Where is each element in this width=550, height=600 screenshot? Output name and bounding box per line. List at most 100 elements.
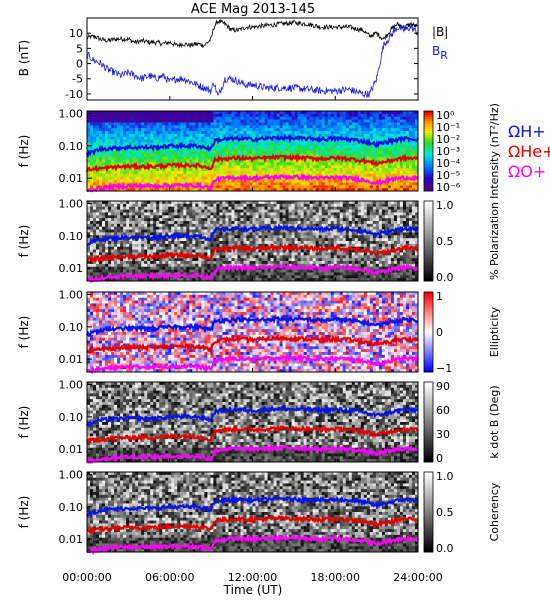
heatmap-cell <box>147 148 151 152</box>
heatmap-cell <box>111 179 115 183</box>
heatmap-cell <box>387 182 392 186</box>
heatmap-cell <box>159 203 163 208</box>
heatmap-cell <box>174 209 178 213</box>
heatmap-cell <box>255 131 259 135</box>
heatmap-cell <box>300 131 304 135</box>
heatmap-cell <box>222 162 226 166</box>
heatmap-cell <box>372 179 377 183</box>
heatmap-cell <box>378 159 383 163</box>
heatmap-cell <box>357 173 362 178</box>
heatmap-cell <box>354 185 359 189</box>
heatmap-cell <box>390 122 395 126</box>
heatmap-cell <box>198 173 202 178</box>
heatmap-cell <box>150 153 154 158</box>
heatmap-cell <box>201 128 205 132</box>
heatmap-cell <box>285 185 289 189</box>
heatmap-cell <box>165 173 169 178</box>
heatmap-cell <box>162 159 166 163</box>
heatmap-cell <box>147 125 151 129</box>
heatmap-cell <box>126 223 130 228</box>
heatmap-cell <box>276 182 280 186</box>
heatmap-cell <box>273 272 277 276</box>
heatmap-cell <box>198 263 202 268</box>
heatmap-cell <box>150 111 154 115</box>
heatmap-cell <box>360 133 365 138</box>
heatmap-cell <box>93 142 97 146</box>
heatmap-cell <box>93 133 97 138</box>
heatmap-cell <box>147 176 151 180</box>
heatmap-cell <box>243 128 247 132</box>
heatmap-cell <box>300 125 304 129</box>
heatmap-cell <box>213 232 217 236</box>
heatmap-cell <box>285 119 289 123</box>
heatmap-cell <box>240 122 244 126</box>
heatmap-cell <box>99 133 103 138</box>
heatmap-cell <box>183 151 187 155</box>
heatmap-cell <box>366 188 371 192</box>
heatmap-cell <box>366 136 371 140</box>
heatmap-cell <box>306 188 310 192</box>
heatmap-cell <box>144 261 148 265</box>
heatmap-cell <box>351 133 356 138</box>
heatmap-cell <box>294 119 298 123</box>
heatmap-cell <box>171 116 175 120</box>
heatmap-cell <box>201 131 205 135</box>
heatmap-cell <box>408 151 413 155</box>
heatmap-cell <box>381 173 386 178</box>
heatmap-cell <box>90 182 94 186</box>
heatmap-cell <box>132 133 136 138</box>
heatmap-cell <box>363 156 368 160</box>
heatmap-cell <box>177 223 181 228</box>
heatmap-cell <box>336 125 341 129</box>
heatmap-cell <box>246 263 250 268</box>
heatmap-cell <box>402 179 407 183</box>
heatmap-cell <box>321 113 326 118</box>
heatmap-cell <box>210 278 214 282</box>
heatmap-cell <box>402 185 407 189</box>
heatmap-cell <box>258 173 262 178</box>
heatmap-cell <box>132 278 136 282</box>
heatmap-cell <box>153 122 157 126</box>
heatmap-cell <box>234 173 238 178</box>
heatmap-cell <box>372 116 377 120</box>
heatmap-cell <box>327 113 332 118</box>
heatmap-cell <box>183 209 187 213</box>
heatmap-cell <box>114 252 118 256</box>
heatmap-cell <box>264 151 268 155</box>
heatmap-cell <box>312 125 316 129</box>
heatmap-cell <box>369 156 374 160</box>
heatmap-cell <box>339 188 344 192</box>
heatmap-cell <box>93 232 97 236</box>
heatmap-cell <box>282 223 286 228</box>
heatmap-cell <box>279 215 283 219</box>
heatmap-cell <box>171 139 175 143</box>
heatmap-cell <box>303 128 307 132</box>
heatmap-cell <box>114 203 118 208</box>
heatmap-cell <box>150 122 154 126</box>
heatmap-cell <box>261 119 265 123</box>
heatmap-cell <box>363 111 368 115</box>
heatmap-cell <box>327 116 332 120</box>
heatmap-cell <box>159 258 163 262</box>
heatmap-cell <box>279 148 283 152</box>
heatmap-cell <box>96 171 100 175</box>
heatmap-cell <box>150 128 154 132</box>
heatmap-cell <box>102 272 106 276</box>
heatmap-cell <box>264 142 268 146</box>
heatmap-cell <box>327 188 332 192</box>
colorbar-cell <box>424 119 433 122</box>
heatmap-cell <box>87 269 91 273</box>
heatmap-cell <box>138 139 142 143</box>
heatmap-cell <box>204 221 208 225</box>
heatmap-cell <box>396 125 401 129</box>
heatmap-cell <box>153 218 157 222</box>
heatmap-cell <box>303 116 307 120</box>
heatmap-cell <box>207 125 211 129</box>
heatmap-cell <box>234 139 238 143</box>
heatmap-cell <box>156 113 160 118</box>
heatmap-cell <box>270 258 274 262</box>
heatmap-cell <box>171 212 175 216</box>
heatmap-cell <box>261 153 265 158</box>
heatmap-cell <box>309 111 313 115</box>
heatmap-cell <box>360 136 365 140</box>
